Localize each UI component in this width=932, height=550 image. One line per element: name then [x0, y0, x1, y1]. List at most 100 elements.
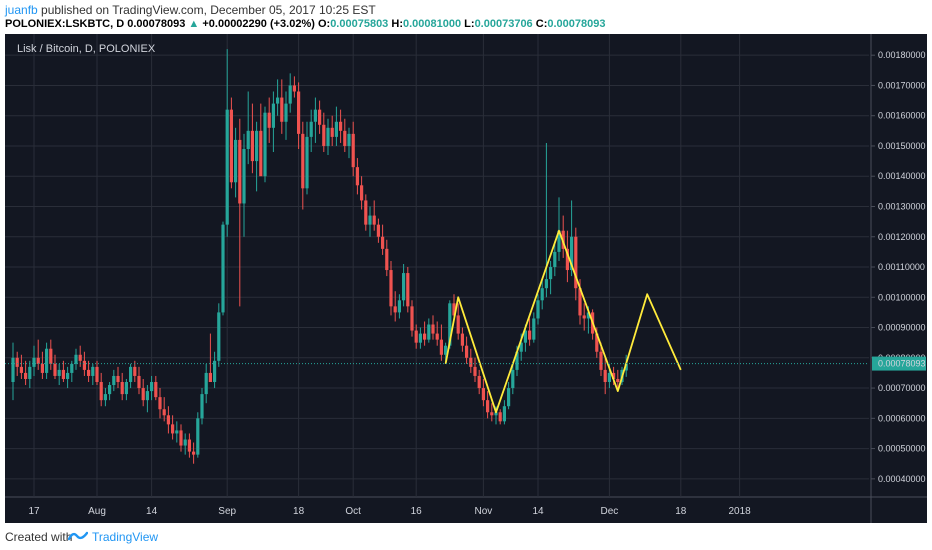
candle-body — [339, 121, 343, 131]
y-tick-label: 0.00140000 — [878, 171, 926, 181]
candle-body — [364, 200, 368, 225]
author-link[interactable]: juanfb — [5, 3, 38, 17]
candle-body — [145, 391, 149, 401]
candle-body — [162, 409, 166, 416]
candle-body — [95, 366, 99, 383]
candle-body — [305, 136, 309, 189]
candle-body — [112, 375, 116, 386]
last-price-badge — [872, 356, 926, 371]
candle-body — [570, 236, 574, 271]
candle-body — [78, 354, 82, 361]
chart-title: Lisk / Bitcoin, D, POLONIEX — [17, 43, 156, 55]
candle-body — [536, 300, 540, 319]
candle-body — [603, 369, 607, 383]
candle-body — [486, 400, 490, 413]
candle-body — [549, 267, 553, 280]
candle-body — [82, 360, 86, 370]
candle-body — [120, 382, 124, 395]
y-tick-label: 0.00180000 — [878, 50, 926, 60]
candle-body — [612, 372, 616, 379]
candle-body — [397, 300, 401, 313]
candle-body — [469, 357, 473, 367]
x-tick-label: 17 — [28, 506, 40, 517]
candle-body — [267, 112, 271, 128]
candle-body — [444, 345, 448, 355]
candle-body — [507, 388, 511, 407]
y-tick-label: 0.00070000 — [878, 383, 926, 393]
y-tick-label: 0.00160000 — [878, 111, 926, 121]
candle-body — [330, 127, 334, 137]
candle-body — [179, 430, 183, 446]
candle-body — [91, 366, 95, 376]
candle-body — [213, 360, 217, 383]
x-tick-label: Oct — [345, 506, 361, 517]
candle-body — [292, 85, 296, 92]
candle-body — [372, 215, 376, 225]
candle-body — [15, 357, 19, 367]
y-tick-label: 0.00170000 — [878, 80, 926, 90]
candle-body — [586, 312, 590, 319]
candle-body — [313, 109, 317, 122]
candle-body — [473, 366, 477, 376]
candle-body — [511, 369, 515, 389]
x-tick-label: 16 — [411, 506, 423, 517]
tradingview-brand-link[interactable]: TradingView — [92, 530, 159, 544]
candle-body — [32, 357, 36, 367]
candle-body — [263, 112, 267, 177]
candle-body — [297, 91, 301, 134]
candle-body — [242, 148, 246, 204]
candle-body — [246, 130, 250, 149]
candle-body — [351, 133, 355, 168]
chart-canvas[interactable]: 0.00040000 0.00050000 0.00060000 0.00070000… — [5, 34, 927, 523]
open-label: O: — [314, 18, 331, 30]
last-price-label: 0.00078093 — [878, 359, 926, 369]
candle-body — [74, 354, 78, 364]
candle-body — [343, 130, 347, 146]
candle-body — [519, 342, 523, 352]
candle-body — [87, 369, 91, 376]
candle-body — [103, 394, 107, 401]
candle-body — [477, 375, 481, 389]
candle-body — [49, 348, 53, 364]
candle-body — [99, 382, 103, 401]
candle-body — [271, 103, 275, 128]
candle-body — [528, 330, 532, 340]
candle-body — [53, 363, 57, 376]
candle-body — [158, 397, 162, 410]
candle-body — [582, 315, 586, 319]
candle-body — [460, 333, 464, 346]
x-tick-label: Aug — [88, 506, 106, 517]
candle-body — [318, 109, 322, 125]
candle-body — [347, 133, 351, 146]
candle-body — [175, 430, 179, 434]
x-tick-label: Dec — [601, 506, 619, 517]
candle-body — [200, 394, 204, 419]
low-value: 0.00073706 — [474, 18, 533, 30]
candle-body — [24, 372, 28, 379]
candle-body — [515, 351, 519, 370]
candle-body — [171, 424, 175, 434]
candle-body — [133, 366, 137, 376]
candle-body — [368, 215, 372, 225]
candle-body — [40, 363, 44, 373]
candle-body — [427, 324, 431, 340]
x-tick-label: 14 — [532, 506, 544, 517]
tradingview-logo-icon[interactable] — [68, 529, 88, 543]
candle-body — [410, 306, 414, 331]
candle-body — [376, 224, 380, 237]
candle-body — [57, 369, 61, 376]
x-tick-label: Sep — [218, 506, 236, 517]
y-tick-label: 0.00040000 — [878, 474, 926, 484]
candle-body — [255, 130, 259, 162]
candle-body — [532, 318, 536, 340]
candle-body — [402, 273, 406, 301]
candle-body — [414, 330, 418, 343]
candle-body — [70, 363, 74, 373]
high-value: 0.00081000 — [402, 18, 462, 30]
candle-body — [11, 357, 15, 383]
price-change: +0.00002290 (+3.02%) — [202, 18, 315, 30]
candle-body — [225, 109, 229, 225]
x-tick-label: 2018 — [728, 506, 751, 517]
candle-body — [574, 236, 578, 289]
chart-area[interactable]: 0.00040000 0.00050000 0.00060000 0.00070000… — [5, 34, 927, 523]
